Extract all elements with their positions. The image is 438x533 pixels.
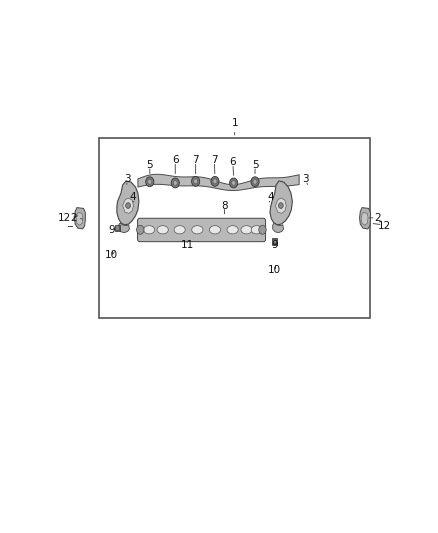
Polygon shape (119, 223, 130, 232)
Text: 5: 5 (146, 159, 153, 169)
Ellipse shape (144, 225, 155, 234)
Circle shape (148, 179, 152, 184)
Circle shape (259, 225, 266, 235)
Text: 6: 6 (172, 156, 179, 165)
Ellipse shape (241, 225, 252, 234)
Text: 10: 10 (268, 265, 281, 275)
Text: 4: 4 (267, 192, 274, 203)
Text: 11: 11 (180, 239, 194, 249)
Circle shape (253, 179, 257, 184)
Text: 1: 1 (231, 118, 238, 127)
Bar (99, 138, 371, 318)
Text: 3: 3 (303, 174, 309, 184)
Ellipse shape (227, 225, 238, 234)
Polygon shape (273, 223, 283, 232)
Polygon shape (138, 174, 299, 190)
Circle shape (173, 181, 177, 185)
Text: 5: 5 (252, 159, 258, 169)
Circle shape (211, 176, 219, 186)
Circle shape (126, 203, 131, 208)
Text: 2: 2 (374, 213, 381, 223)
Ellipse shape (157, 225, 168, 234)
Text: 4: 4 (130, 192, 136, 203)
Polygon shape (276, 198, 286, 213)
Circle shape (194, 179, 198, 184)
Text: 10: 10 (105, 250, 118, 260)
Circle shape (146, 177, 154, 187)
Circle shape (232, 181, 236, 185)
Ellipse shape (251, 225, 262, 234)
Ellipse shape (192, 225, 203, 234)
Polygon shape (361, 213, 368, 225)
Ellipse shape (209, 225, 221, 234)
Polygon shape (270, 181, 293, 225)
Text: 12: 12 (58, 213, 71, 223)
Polygon shape (74, 207, 85, 229)
Text: 6: 6 (230, 157, 236, 167)
Text: 12: 12 (378, 221, 391, 231)
Bar (116, 227, 119, 230)
Text: 7: 7 (192, 156, 199, 165)
Bar (272, 238, 277, 245)
Text: 9: 9 (109, 225, 115, 235)
FancyBboxPatch shape (138, 219, 265, 241)
Text: 8: 8 (221, 200, 228, 211)
Circle shape (171, 178, 179, 188)
Circle shape (137, 225, 144, 235)
Circle shape (213, 179, 217, 184)
Polygon shape (117, 181, 139, 225)
Text: 3: 3 (124, 174, 131, 184)
Text: 9: 9 (272, 239, 278, 249)
Polygon shape (76, 213, 83, 225)
Polygon shape (360, 207, 371, 229)
Circle shape (279, 203, 283, 208)
Bar (115, 225, 120, 231)
Bar (273, 240, 276, 243)
Text: 7: 7 (211, 156, 218, 165)
Circle shape (230, 178, 238, 188)
Text: 2: 2 (70, 213, 77, 223)
Circle shape (191, 176, 200, 186)
Polygon shape (123, 198, 134, 213)
Circle shape (251, 177, 259, 187)
Ellipse shape (174, 225, 185, 234)
